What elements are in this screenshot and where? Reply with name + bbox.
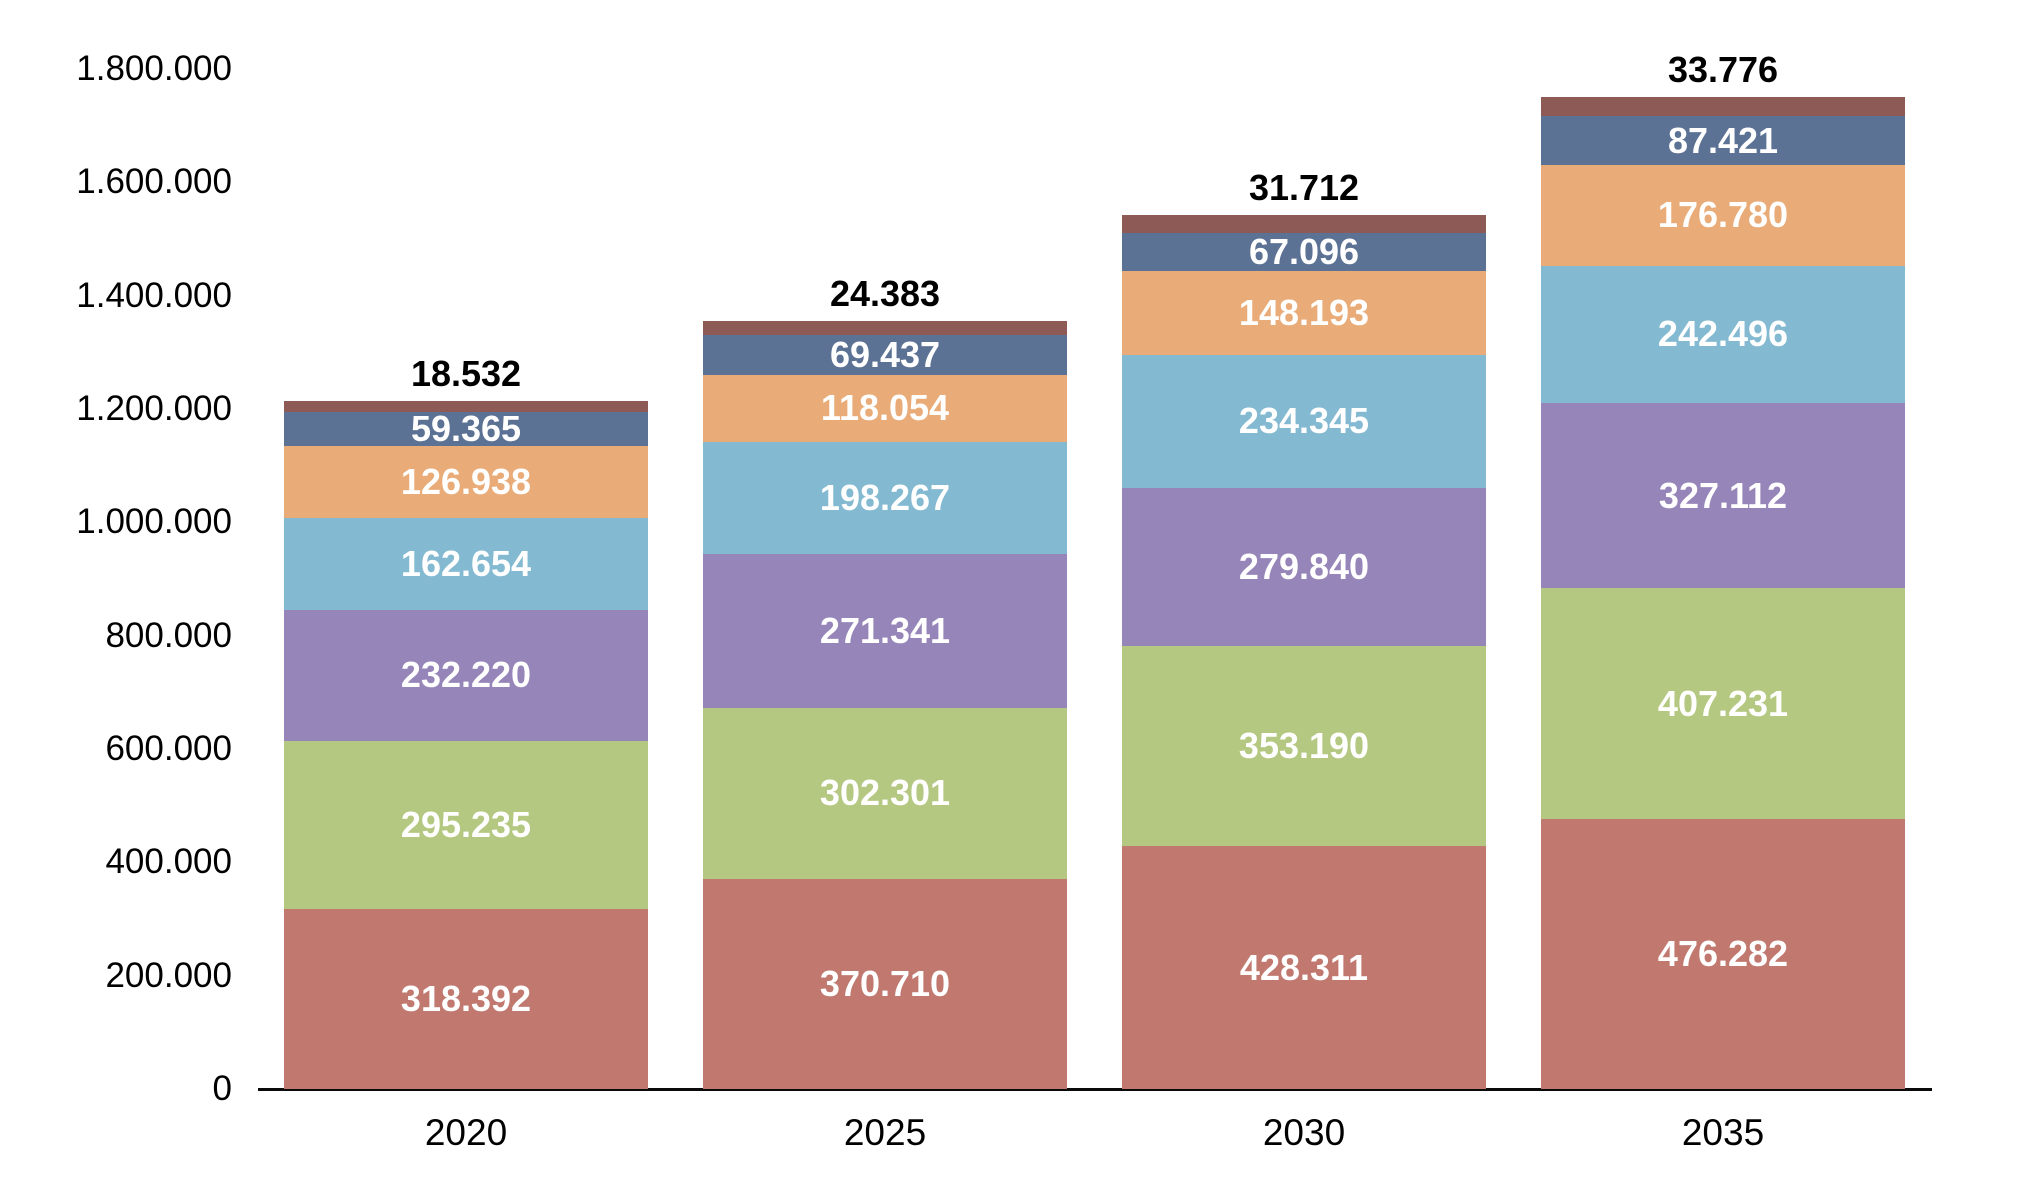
bar-top-value-label: 31.712 (1248, 166, 1360, 208)
bar-segment: 126.938 (284, 445, 648, 518)
segment-value-label: 87.421 (1667, 119, 1779, 161)
segment-value-label: 318.392 (400, 977, 532, 1019)
segment-value-label: 302.301 (819, 772, 951, 814)
segment-value-label: 59.365 (410, 407, 522, 449)
bar-segment: 69.437 (703, 333, 1067, 375)
x-axis-tick-label: 2035 (1681, 1112, 1765, 1153)
segment-value-label: 327.112 (1658, 474, 1788, 516)
segment-value-label: 118.054 (820, 387, 950, 429)
segment-value-label: 279.840 (1238, 545, 1370, 587)
y-axis-tick-label: 600.000 (105, 729, 232, 768)
segment-value-label: 176.780 (1657, 194, 1789, 236)
bar-segment: 234.345 (1122, 354, 1486, 488)
segment-value-label: 295.235 (400, 803, 532, 845)
x-axis-tick-label: 2030 (1262, 1112, 1346, 1153)
bar-segment: 271.341 (703, 553, 1067, 708)
bar-segment: 407.231 (1541, 588, 1905, 820)
stacked-bar: 24.383 69.437 118.054 198.267 271.341 302.301… (703, 276, 1067, 1089)
segment-value-label: 370.710 (819, 962, 951, 1004)
bar-segment: 295.235 (284, 741, 648, 909)
bar-segment (703, 321, 1067, 336)
y-axis-tick-label: 800.000 (105, 615, 232, 655)
y-axis-tick-label: 400.000 (105, 842, 232, 882)
bar-segment: 118.054 (703, 374, 1067, 442)
segment-value-label: 407.231 (1657, 682, 1789, 724)
y-axis-tick-label: 200.000 (105, 955, 232, 995)
bar-segment (284, 401, 648, 412)
y-axis-tick-label: 1.200.000 (76, 389, 232, 428)
bar-segment (1122, 214, 1486, 233)
y-axis-tick-label: 1.400.000 (76, 275, 232, 315)
segment-value-label: 126.938 (400, 460, 532, 502)
bar-segment: 148.193 (1122, 270, 1486, 355)
segment-value-label: 271.341 (819, 609, 951, 651)
segment-value-label: 234.345 (1238, 400, 1370, 442)
segment-value-label: 148.193 (1238, 291, 1370, 333)
x-axis-tick-label: 2020 (424, 1112, 508, 1153)
bar-segment: 176.780 (1541, 165, 1905, 266)
segment-value-label: 162.654 (400, 542, 532, 584)
segment-value-label: 476.282 (1657, 933, 1789, 974)
y-axis-tick-label: 0 (212, 1069, 232, 1108)
segment-value-label: 67.096 (1248, 230, 1360, 272)
bar-segment: 302.301 (703, 707, 1067, 879)
bar-top-value-label: 33.776 (1667, 48, 1779, 90)
segment-value-label: 428.311 (1239, 946, 1369, 988)
stacked-bar: 18.532 59.365 126.938 162.654 232.220 295.235… (284, 356, 648, 1089)
bar-segment: 198.267 (703, 441, 1067, 554)
bar-segment: 279.840 (1122, 487, 1486, 647)
bar-top-value-label: 18.532 (410, 353, 522, 395)
segment-value-label: 242.496 (1657, 313, 1789, 355)
segment-value-label: 353.190 (1238, 725, 1370, 767)
x-axis-tick-label: 2025 (843, 1112, 927, 1153)
x-axis-line (258, 1088, 1932, 1091)
y-axis-tick-label: 1.800.000 (76, 49, 232, 88)
bar-segment: 162.654 (284, 517, 648, 610)
segment-value-label: 198.267 (819, 476, 951, 518)
plot-area: 18.532 59.365 126.938 162.654 232.220 295.235… (258, 51, 1932, 1091)
bar-segment (1541, 96, 1905, 116)
bar-segment: 232.220 (284, 609, 648, 742)
bar-segment: 327.112 (1541, 402, 1905, 589)
stacked-bar: 31.712 67.096 148.193 234.345 279.840 353.190… (1122, 169, 1486, 1089)
bar-segment: 87.421 (1541, 115, 1905, 166)
y-axis-tick-label: 1.000.000 (76, 502, 232, 542)
y-axis-tick-label: 1.600.000 (76, 162, 232, 202)
bar-segment: 353.190 (1122, 646, 1486, 847)
bar-segment: 370.710 (703, 878, 1067, 1089)
bar-segment: 318.392 (284, 908, 648, 1089)
bar-segment: 67.096 (1122, 230, 1486, 272)
bar-segment: 59.365 (284, 407, 648, 449)
bar-segment: 242.496 (1541, 265, 1905, 403)
bar-top-value-label: 24.383 (829, 273, 941, 315)
segment-value-label: 232.220 (400, 654, 532, 696)
bar-segment: 428.311 (1122, 846, 1486, 1089)
segment-value-label: 69.437 (829, 333, 941, 375)
bar-segment: 476.282 (1541, 819, 1905, 1089)
stacked-bar: 33.776 87.421 176.780 242.496 327.112 407.231… (1541, 51, 1905, 1089)
